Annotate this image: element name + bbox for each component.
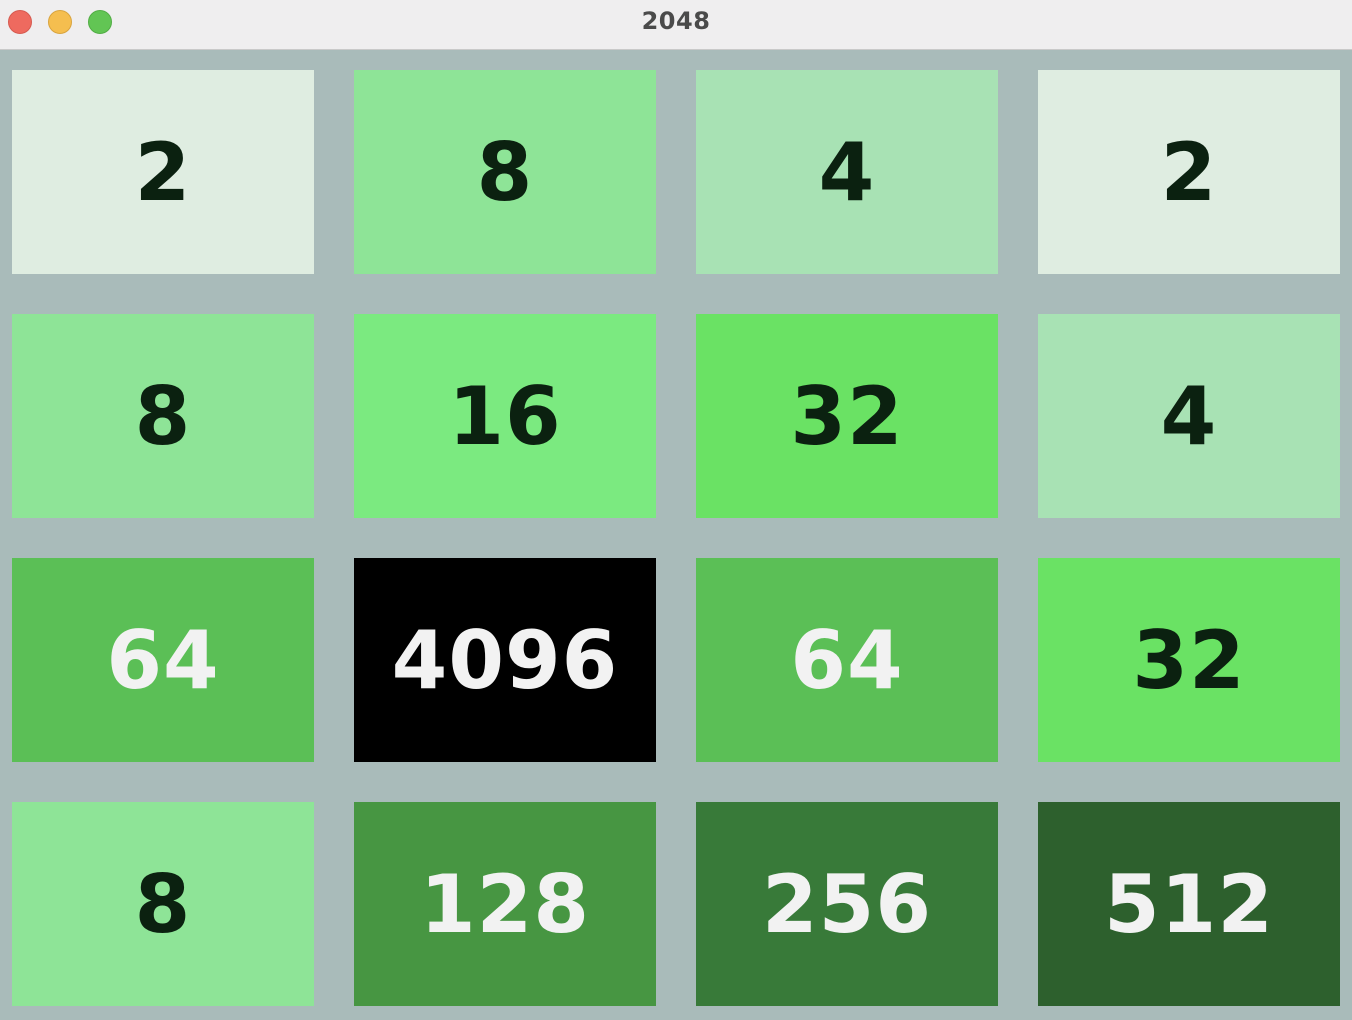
tile-r1-c2: 8 [354,70,656,274]
tile-r3-c3: 64 [696,558,998,762]
tile-r4-c4: 512 [1038,802,1340,1006]
tile-r4-c3: 256 [696,802,998,1006]
window-title: 2048 [641,7,711,35]
maximize-window-button[interactable] [88,10,112,34]
tile-r3-c4: 32 [1038,558,1340,762]
tile-r3-c2: 4096 [354,558,656,762]
tile-r1-c1: 2 [12,70,314,274]
close-window-button[interactable] [8,10,32,34]
tile-r1-c4: 2 [1038,70,1340,274]
tile-r4-c2: 128 [354,802,656,1006]
tile-r1-c3: 4 [696,70,998,274]
tile-r2-c3: 32 [696,314,998,518]
title-bar: 2048 [0,0,1352,50]
tile-r2-c2: 16 [354,314,656,518]
tile-r3-c1: 64 [12,558,314,762]
tile-r4-c1: 8 [12,802,314,1006]
minimize-window-button[interactable] [48,10,72,34]
game-board[interactable]: 2 8 4 2 8 16 32 4 64 4096 64 32 8 128 25… [0,51,1352,1020]
tile-r2-c1: 8 [12,314,314,518]
tile-r2-c4: 4 [1038,314,1340,518]
